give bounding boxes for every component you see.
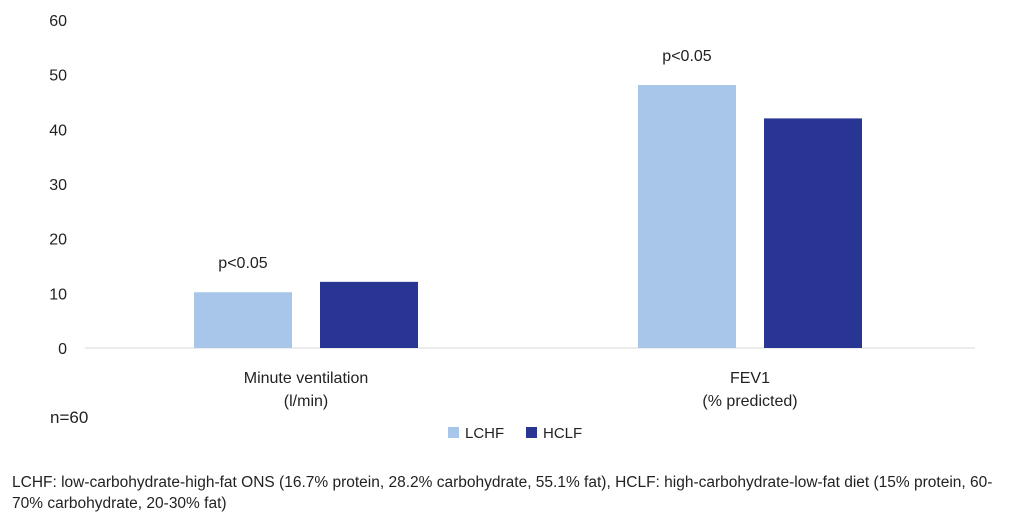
bar-hclf — [764, 118, 862, 349]
p-value-annotation: p<0.05 — [662, 48, 711, 65]
legend: LCHF HCLF — [448, 425, 582, 442]
legend-label-lchf: LCHF — [465, 425, 504, 442]
category-label: (% predicted) — [702, 393, 797, 410]
y-tick-label: 0 — [58, 341, 67, 358]
y-tick-label: 50 — [49, 68, 67, 85]
legend-label-hclf: HCLF — [543, 425, 582, 442]
category-label: Minute ventilation — [244, 370, 369, 387]
legend-swatch-hclf — [526, 427, 537, 438]
bars — [194, 85, 862, 349]
y-axis-tick-labels: 0 10 20 30 40 50 60 — [49, 13, 67, 358]
y-tick-label: 20 — [49, 232, 67, 249]
category-label: (l/min) — [284, 393, 328, 410]
category-label: FEV1 — [730, 370, 770, 387]
footnote: LCHF: low-carbohydrate-high-fat ONS (16.… — [12, 474, 993, 512]
y-tick-label: 30 — [49, 177, 67, 194]
bar-lchf — [638, 85, 736, 348]
significance-annotations: p<0.05 p<0.05 — [218, 48, 711, 272]
legend-swatch-lchf — [448, 427, 459, 438]
p-value-annotation: p<0.05 — [218, 255, 267, 272]
y-tick-label: 40 — [49, 122, 67, 139]
y-tick-label: 10 — [49, 286, 67, 303]
bar-hclf — [320, 281, 418, 348]
bar-lchf — [194, 292, 292, 348]
sample-size-note: n=60 — [50, 408, 89, 427]
y-tick-label: 60 — [49, 13, 67, 30]
category-labels: Minute ventilation (l/min) FEV1 (% predicte… — [244, 370, 798, 410]
